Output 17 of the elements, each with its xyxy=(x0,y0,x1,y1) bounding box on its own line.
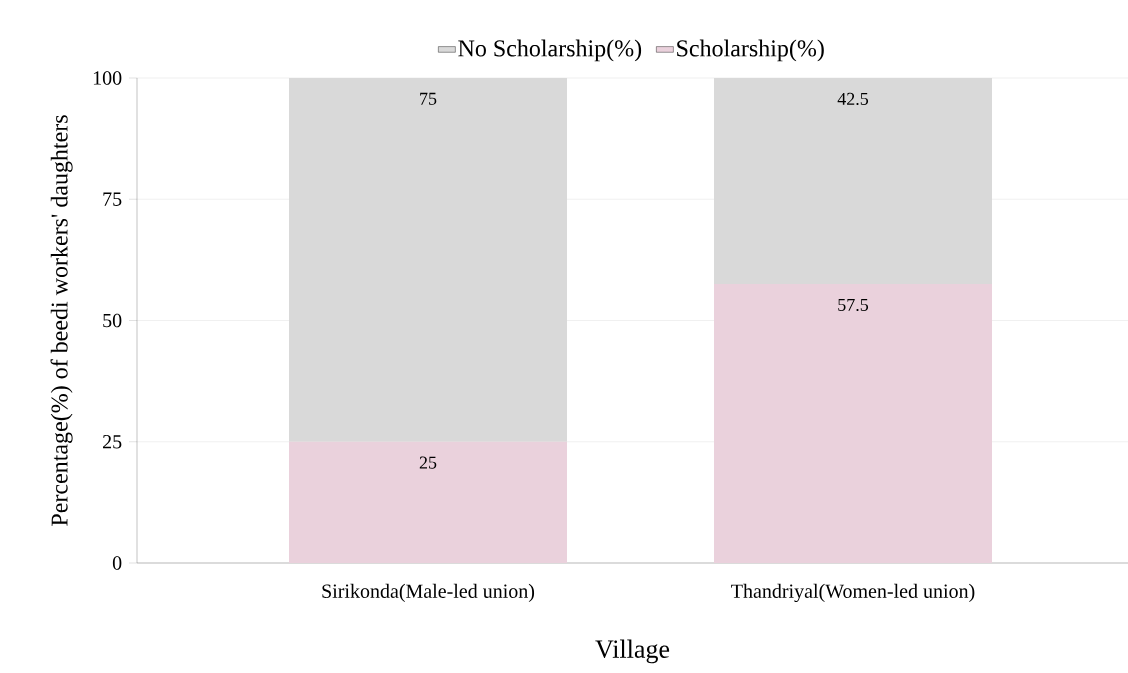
y-tick-label: 25 xyxy=(103,435,122,449)
y-tick-label: 100 xyxy=(93,71,122,85)
data-label: 42.5 xyxy=(837,92,869,106)
data-label: 25 xyxy=(419,456,437,469)
x-tick-label: Sirikonda(Male-led union) xyxy=(322,583,535,603)
y-tick-label: 75 xyxy=(103,192,122,206)
bar xyxy=(289,441,568,563)
legend-label: Scholarship(%) xyxy=(677,39,824,62)
x-tick-label: Thandriyal(Women-led union) xyxy=(731,583,975,603)
x-axis-title: Village xyxy=(595,639,670,664)
y-tick-label: 0 xyxy=(112,556,122,570)
bar xyxy=(714,284,993,563)
data-label: 75 xyxy=(420,92,437,105)
y-tick-label: 50 xyxy=(103,313,122,328)
data-label: 57.5 xyxy=(838,298,869,312)
legend-label: No Scholarship(%) xyxy=(458,39,642,62)
y-axis-title: Percentage(%) of beedi workers' daughters xyxy=(50,115,73,526)
